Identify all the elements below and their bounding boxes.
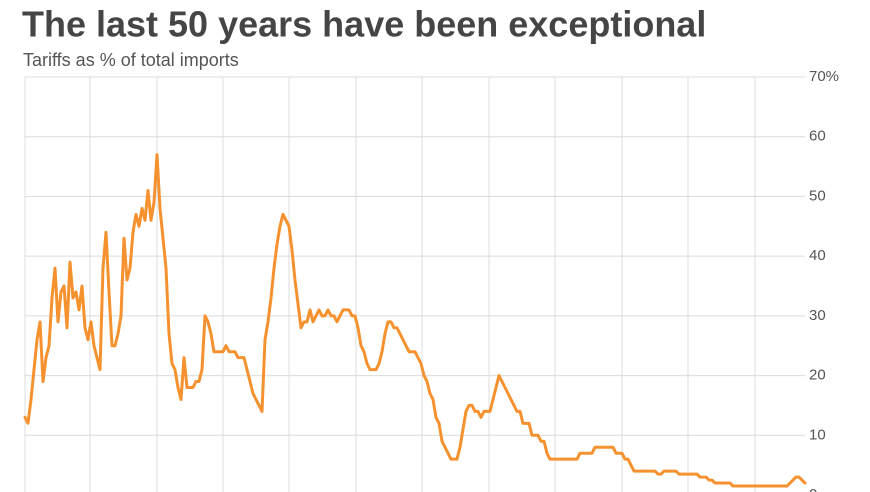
y-tick-label: 0	[809, 486, 817, 492]
data-line	[23, 153, 807, 488]
y-tick-label: 60	[809, 128, 826, 145]
chart-title: The last 50 years have been exceptional	[22, 4, 706, 45]
y-tick-label: 20	[809, 367, 826, 384]
y-tick-label: 30	[809, 307, 826, 324]
y-tick-label: 40	[809, 247, 826, 264]
y-tick-label: 10	[809, 426, 826, 443]
y-tick-label: 50	[809, 187, 826, 204]
y-tick-label: 70%	[809, 68, 839, 85]
vertical-grid	[24, 77, 756, 492]
chart-subtitle: Tariffs as % of total imports	[23, 50, 239, 70]
